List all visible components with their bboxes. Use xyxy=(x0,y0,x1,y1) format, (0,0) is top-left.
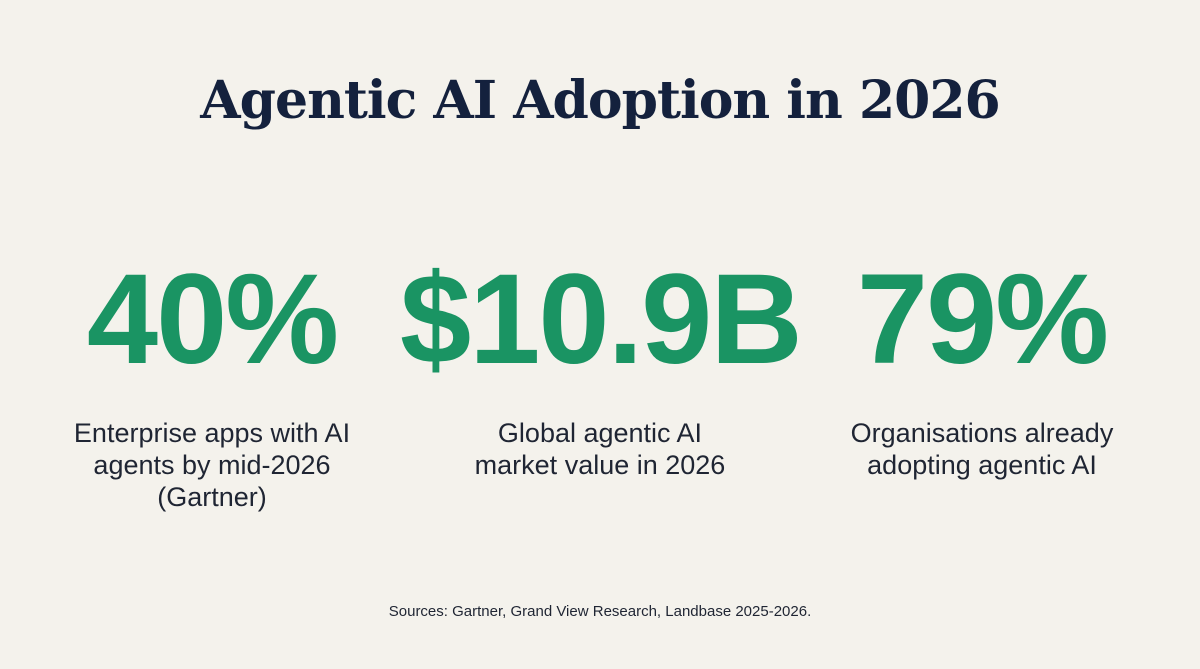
stat-label: Organisations already adopting agentic A… xyxy=(850,418,1114,480)
stat-value: 40% xyxy=(86,248,339,391)
stat-label: Global agentic AI market value in 2026 xyxy=(474,418,726,480)
stat-market-value: $10.9B Global agentic AI market value in… xyxy=(400,248,803,481)
stat-enterprise-apps: 40% Enterprise apps with AI agents by mi… xyxy=(12,255,412,513)
page-title: Agentic AI Adoption in 2026 xyxy=(200,70,1000,131)
stat-organisations-adopting: 79% Organisations already adopting agent… xyxy=(782,255,1182,481)
sources-footnote: Sources: Gartner, Grand View Research, L… xyxy=(388,603,812,620)
stat-value: 79% xyxy=(856,248,1109,391)
stat-label: Enterprise apps with AI agents by mid-20… xyxy=(73,418,351,512)
stat-value: $10.9B xyxy=(400,248,803,391)
